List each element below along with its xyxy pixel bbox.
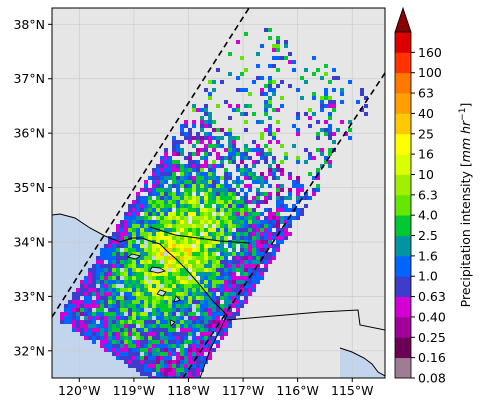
colorbar-tick-label: 25 <box>418 126 434 141</box>
colorbar-segment <box>395 215 411 236</box>
colorbar-segment <box>395 73 411 94</box>
colorbar-segment <box>395 134 411 155</box>
colorbar-tick-label: 40 <box>418 106 434 121</box>
colorbar-label: Precipitation intensity [mm hr−1] <box>458 103 473 308</box>
colorbar-segment <box>395 174 411 195</box>
colorbar-segment <box>395 236 411 257</box>
y-tick-label: 33°N <box>13 289 45 304</box>
colorbar-tick-label: 0.16 <box>418 350 446 365</box>
colorbar-label-suffix: ] <box>458 103 473 108</box>
colorbar-tick-label: 1.0 <box>418 269 438 284</box>
colorbar-tick-label: 100 <box>418 65 442 80</box>
colorbar-tick-label: 0.63 <box>418 289 446 304</box>
colorbar-segment <box>395 256 411 277</box>
colorbar-segment <box>395 32 411 53</box>
y-tick-label: 37°N <box>13 71 45 86</box>
x-tick-label: 115°W <box>331 383 373 398</box>
y-tick-label: 38°N <box>13 17 45 32</box>
longitude-ticks: 120°W 119°W 118°W 117°W 116°W 115°W <box>58 378 373 398</box>
map-panel: 120°W 119°W 118°W 117°W 116°W 115°W 32°N33°N3… <box>13 8 385 398</box>
colorbar-tick-label: 16 <box>418 147 434 162</box>
colorbar-segment <box>395 297 411 318</box>
colorbar-label-exponent: −1 <box>458 108 468 121</box>
colorbar-segment <box>395 337 411 358</box>
y-tick-label: 32°N <box>13 343 45 358</box>
colorbar-segment <box>395 358 411 379</box>
colorbar-segment <box>395 276 411 297</box>
colorbar-tick-label: 160 <box>418 45 442 60</box>
colorbar-tick-label: 4.0 <box>418 208 438 223</box>
y-tick-label: 35°N <box>13 180 45 195</box>
x-tick-label: 117°W <box>222 383 264 398</box>
colorbar-segment <box>395 154 411 175</box>
x-tick-label: 120°W <box>58 383 100 398</box>
colorbar-label-prefix: Precipitation intensity [ <box>458 162 473 307</box>
colorbar-segment <box>395 317 411 338</box>
colorbar: 0.08 0.16 0.25 0.40 0.63 1.0 1.6 2.5 4.0 6.3 10 16 2… <box>395 8 473 386</box>
x-tick-label: 116°W <box>276 383 318 398</box>
colorbar-tick-label: 2.5 <box>418 228 438 243</box>
x-tick-label: 119°W <box>113 383 155 398</box>
latitude-ticks: 32°N 33°N 34°N 35°N 36°N 37°N 38°N <box>13 17 52 358</box>
colorbar-segment <box>395 113 411 134</box>
colorbar-tick-label: 6.3 <box>418 187 438 202</box>
colorbar-label-unit: mm hr <box>458 120 473 162</box>
colorbar-tick-label: 0.08 <box>418 371 446 386</box>
y-tick-label: 36°N <box>13 126 45 141</box>
colorbar-segment <box>395 52 411 73</box>
x-tick-label: 118°W <box>167 383 209 398</box>
colorbar-tick-label: 0.25 <box>418 330 446 345</box>
colorbar-segment <box>395 93 411 114</box>
y-tick-label: 34°N <box>13 234 45 249</box>
colorbar-tick-label: 10 <box>418 167 434 182</box>
colorbar-extend-arrow <box>395 8 411 32</box>
colorbar-segment <box>395 195 411 216</box>
colorbar-tick-label: 63 <box>418 86 434 101</box>
colorbar-tick-label: 0.40 <box>418 309 446 324</box>
colorbar-tick-label: 1.6 <box>418 248 438 263</box>
